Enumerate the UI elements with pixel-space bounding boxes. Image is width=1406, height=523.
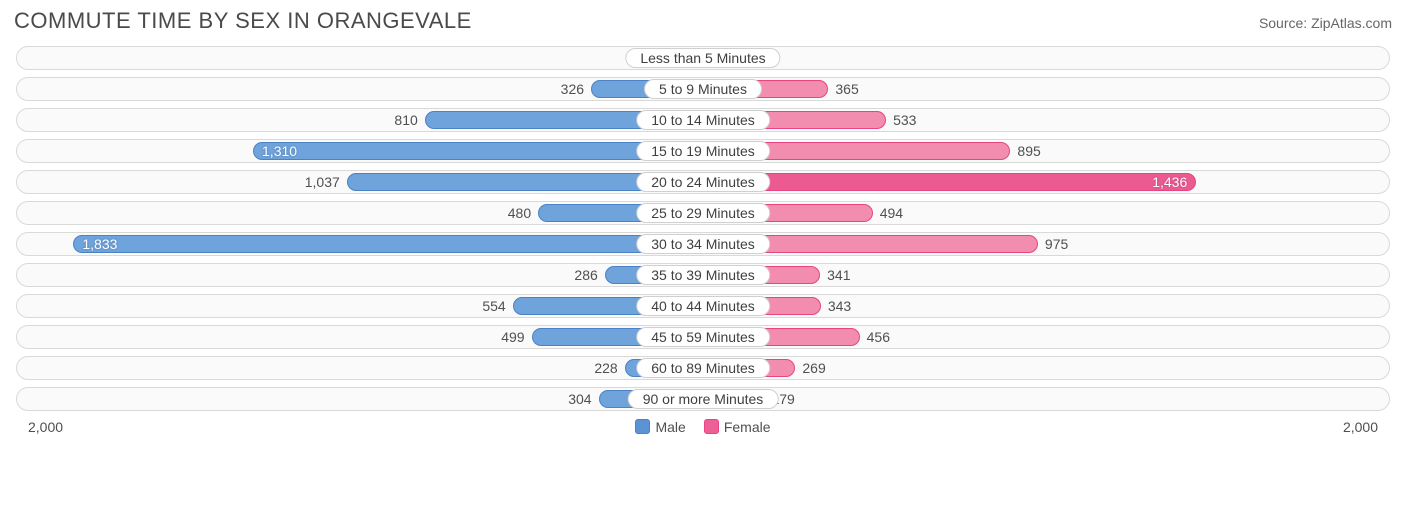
category-label: 45 to 59 Minutes: [636, 327, 770, 347]
male-value: 1,037: [305, 174, 348, 190]
category-label: 40 to 44 Minutes: [636, 296, 770, 316]
table-row: 810 533 10 to 14 Minutes: [16, 108, 1390, 132]
table-row: 1,833 975 30 to 34 Minutes: [16, 232, 1390, 256]
male-value: 326: [561, 81, 592, 97]
table-row: 30417990 or more Minutes: [16, 387, 1390, 411]
female-value: 456: [859, 329, 890, 345]
table-row: 326 365 5 to 9 Minutes: [16, 77, 1390, 101]
table-row: 1,037 1,436 20 to 24 Minutes: [16, 170, 1390, 194]
chart-container: COMMUTE TIME BY SEX IN ORANGEVALE Source…: [0, 0, 1406, 445]
legend-label-female: Female: [724, 419, 771, 435]
legend-item-female: Female: [704, 419, 771, 435]
male-value: 304: [568, 391, 599, 407]
legend: Male Female: [635, 419, 770, 435]
category-label: Less than 5 Minutes: [625, 48, 780, 68]
female-value: 343: [820, 298, 851, 314]
table-row: 554 343 40 to 44 Minutes: [16, 294, 1390, 318]
category-label: 30 to 34 Minutes: [636, 234, 770, 254]
male-bar: 1,833: [73, 235, 703, 253]
category-label: 5 to 9 Minutes: [644, 79, 762, 99]
female-value: 895: [1009, 143, 1040, 159]
male-swatch-icon: [635, 419, 650, 434]
chart-header: COMMUTE TIME BY SEX IN ORANGEVALE Source…: [10, 8, 1396, 46]
male-value: 480: [508, 205, 539, 221]
female-bar: 1,436: [703, 173, 1196, 191]
table-row: 286 341 35 to 39 Minutes: [16, 263, 1390, 287]
legend-label-male: Male: [655, 419, 685, 435]
category-label: 25 to 29 Minutes: [636, 203, 770, 223]
male-value: 554: [482, 298, 513, 314]
chart-title: COMMUTE TIME BY SEX IN ORANGEVALE: [14, 8, 472, 34]
female-value: 341: [819, 267, 850, 283]
category-label: 15 to 19 Minutes: [636, 141, 770, 161]
chart-footer: 2,000 Male Female 2,000: [10, 411, 1396, 435]
chart-source: Source: ZipAtlas.com: [1259, 15, 1392, 31]
category-label: 60 to 89 Minutes: [636, 358, 770, 378]
category-label: 20 to 24 Minutes: [636, 172, 770, 192]
female-value: 365: [827, 81, 858, 97]
category-label: 90 or more Minutes: [628, 389, 779, 409]
female-swatch-icon: [704, 419, 719, 434]
female-value: 533: [885, 112, 916, 128]
category-label: 35 to 39 Minutes: [636, 265, 770, 285]
female-value: 1,436: [1152, 174, 1187, 190]
chart-rows: 12764Less than 5 Minutes 326 365 5 to 9 Min…: [10, 46, 1396, 411]
category-label: 10 to 14 Minutes: [636, 110, 770, 130]
axis-label-left: 2,000: [28, 419, 63, 435]
table-row: 499 456 45 to 59 Minutes: [16, 325, 1390, 349]
male-value: 228: [594, 360, 625, 376]
female-value: 975: [1037, 236, 1068, 252]
male-value: 499: [501, 329, 532, 345]
male-value: 1,833: [82, 236, 117, 252]
table-row: 12764Less than 5 Minutes: [16, 46, 1390, 70]
female-value: 494: [872, 205, 903, 221]
table-row: 228 269 60 to 89 Minutes: [16, 356, 1390, 380]
female-value: 269: [794, 360, 825, 376]
male-value: 286: [574, 267, 605, 283]
table-row: 480 494 25 to 29 Minutes: [16, 201, 1390, 225]
legend-item-male: Male: [635, 419, 685, 435]
male-value: 810: [394, 112, 425, 128]
axis-label-right: 2,000: [1343, 419, 1378, 435]
male-value: 1,310: [262, 143, 297, 159]
table-row: 1,310 895 15 to 19 Minutes: [16, 139, 1390, 163]
